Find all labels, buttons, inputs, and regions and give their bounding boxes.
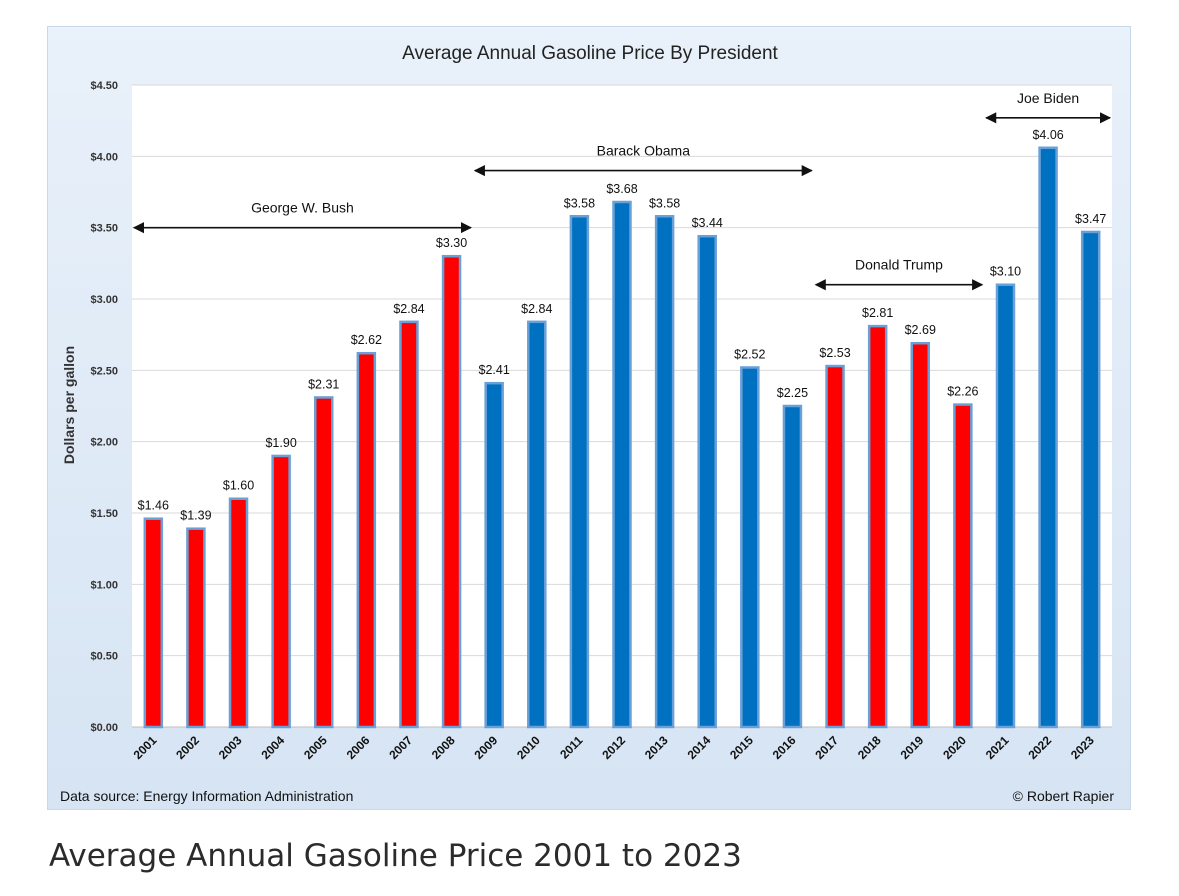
- data-label: $2.25: [777, 386, 808, 400]
- bar: [356, 351, 377, 729]
- y-tick-label: $1.00: [90, 579, 118, 591]
- x-tick-label: 2018: [855, 733, 884, 762]
- bar: [953, 403, 973, 729]
- bar: [740, 366, 760, 729]
- chart-title: Average Annual Gasoline Price By Preside…: [402, 43, 778, 64]
- bar: [1080, 230, 1101, 729]
- x-tick-label: 2014: [685, 733, 714, 762]
- president-term-label: Joe Biden: [1017, 90, 1079, 106]
- president-term-label: Barack Obama: [597, 143, 691, 159]
- x-tick-label: 2016: [770, 733, 799, 762]
- x-tick-label: 2001: [131, 733, 160, 762]
- x-tick-label: 2011: [557, 733, 586, 762]
- bar: [313, 396, 334, 729]
- data-label: $2.84: [393, 302, 424, 316]
- y-tick-label: $0.00: [90, 722, 118, 734]
- president-term-label: George W. Bush: [251, 200, 354, 216]
- data-label: $3.10: [990, 265, 1021, 279]
- data-label: $1.39: [180, 509, 211, 523]
- x-tick-label: 2009: [472, 733, 501, 762]
- data-label: $3.58: [649, 196, 680, 210]
- x-tick-label: 2021: [983, 733, 1012, 762]
- x-tick-label: 2002: [173, 733, 202, 762]
- data-label: $2.62: [351, 333, 382, 347]
- bar: [825, 364, 845, 729]
- bar: [654, 215, 675, 729]
- data-label: $2.52: [734, 347, 765, 361]
- x-tick-label: 2006: [344, 733, 373, 762]
- y-tick-label: $2.00: [90, 437, 118, 449]
- data-label: $3.30: [436, 236, 467, 250]
- x-tick-label: 2022: [1025, 733, 1054, 762]
- data-label: $2.81: [862, 306, 893, 320]
- bar: [527, 320, 547, 729]
- x-tick-label: 2020: [940, 733, 969, 762]
- data-label: $3.47: [1075, 212, 1106, 226]
- y-tick-label: $0.50: [90, 651, 118, 663]
- data-label: $3.44: [692, 216, 723, 230]
- bar: [1038, 146, 1058, 729]
- data-label: $2.26: [947, 385, 978, 399]
- x-tick-label: 2013: [642, 733, 671, 762]
- bar: [612, 200, 632, 729]
- figure-caption: Average Annual Gasoline Price 2001 to 20…: [49, 838, 742, 874]
- bar: [569, 215, 590, 729]
- y-tick-label: $3.50: [90, 223, 118, 235]
- data-label: $3.68: [606, 182, 637, 196]
- x-tick-label: 2010: [514, 733, 543, 762]
- bar: [910, 341, 931, 729]
- bar: [995, 283, 1016, 729]
- bar: [867, 324, 888, 729]
- bar: [143, 517, 164, 729]
- data-label: $2.69: [905, 323, 936, 337]
- bar-chart: Average Annual Gasoline Price By Preside…: [60, 43, 1115, 804]
- president-term-label: Donald Trump: [855, 257, 943, 273]
- data-source-note: Data source: Energy Information Administ…: [60, 788, 353, 804]
- data-label: $4.06: [1032, 128, 1063, 142]
- x-tick-label: 2008: [429, 733, 458, 762]
- x-tick-label: 2019: [898, 733, 927, 762]
- copyright-note: © Robert Rapier: [1013, 788, 1115, 804]
- x-tick-label: 2005: [301, 733, 330, 762]
- plot-area: $0.00 $0.50 $1.00 $1.50 $2.00 $2.50 $3.00 $3.50…: [90, 80, 1112, 762]
- data-label: $2.41: [479, 363, 510, 377]
- bar: [271, 454, 291, 729]
- bar: [228, 497, 249, 729]
- x-tick-label: 2012: [599, 733, 628, 762]
- bar: [484, 381, 504, 729]
- bar: [399, 320, 419, 729]
- x-tick-label: 2015: [727, 733, 756, 762]
- data-label: $3.58: [564, 196, 595, 210]
- y-axis-label: Dollars per gallon: [61, 346, 77, 464]
- chart-frame: Average Annual Gasoline Price By Preside…: [47, 26, 1131, 810]
- bar: [441, 254, 462, 729]
- x-tick-label: 2003: [216, 733, 245, 762]
- data-label: $1.90: [265, 436, 296, 450]
- y-tick-label: $4.50: [90, 80, 118, 92]
- y-tick-label: $2.50: [90, 365, 118, 377]
- x-tick-label: 2004: [258, 733, 287, 762]
- x-tick-label: 2007: [386, 733, 415, 762]
- data-label: $1.46: [138, 499, 169, 513]
- y-tick-label: $3.00: [90, 294, 118, 306]
- x-tick-label: 2023: [1068, 733, 1097, 762]
- data-label: $1.60: [223, 479, 254, 493]
- x-tick-label: 2017: [812, 733, 841, 762]
- data-label: $2.31: [308, 377, 339, 391]
- data-label: $2.84: [521, 302, 552, 316]
- bar: [782, 404, 803, 729]
- y-tick-label: $1.50: [90, 508, 118, 520]
- data-label: $2.53: [819, 346, 850, 360]
- bar: [186, 527, 206, 729]
- y-tick-label: $4.00: [90, 151, 118, 163]
- bar: [697, 234, 717, 729]
